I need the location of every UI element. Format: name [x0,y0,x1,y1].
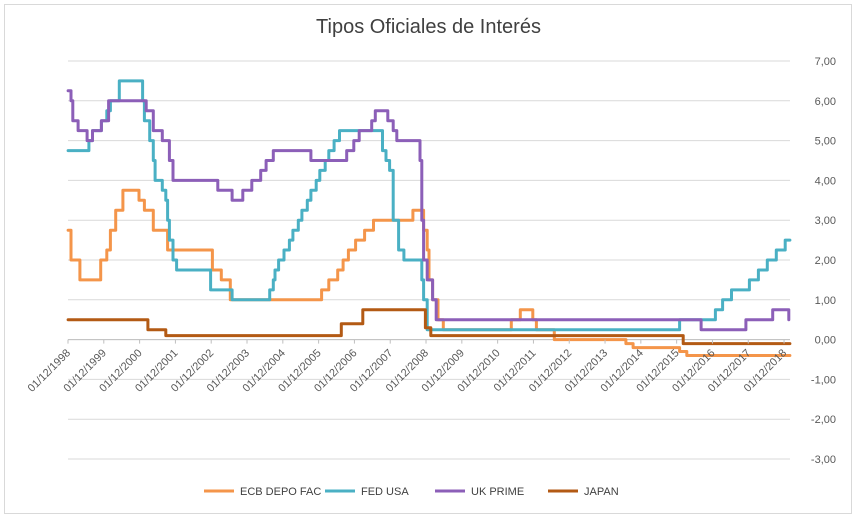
y-axis-ticks: 7,00 6,00 5,00 4,00 3,00 2,00 1,00 0,00 -1,00 -2,… [811,56,836,466]
series-line-uk-prime [66,89,791,332]
series-line-fed-usa [66,79,792,332]
y-tick-label: 2,00 [815,255,836,267]
legend-label: ECB DEPO FAC [240,486,321,498]
series-line-japan [66,308,792,346]
y-tick-label: 7,00 [815,56,836,68]
y-tick-label: -3,00 [811,454,836,466]
legend-label: FED USA [361,486,409,498]
legend-label: UK PRIME [471,486,524,498]
y-tick-label: -2,00 [811,414,836,426]
y-tick-label: -1,00 [811,374,836,386]
y-tick-label: 3,00 [815,215,836,227]
y-tick-label: 6,00 [815,96,836,108]
y-tick-label: 4,00 [815,175,836,187]
y-tick-label: 5,00 [815,136,836,148]
legend-label: JAPAN [584,486,619,498]
chart-title: Tipos Oficiales de Interés [316,16,541,38]
legend: ECB DEPO FAC FED USA UK PRIME JAPAN [204,486,619,498]
y-tick-label: 1,00 [815,295,836,307]
gridlines [68,60,790,460]
series-layer [66,79,792,357]
y-tick-label: 0,00 [815,335,836,347]
